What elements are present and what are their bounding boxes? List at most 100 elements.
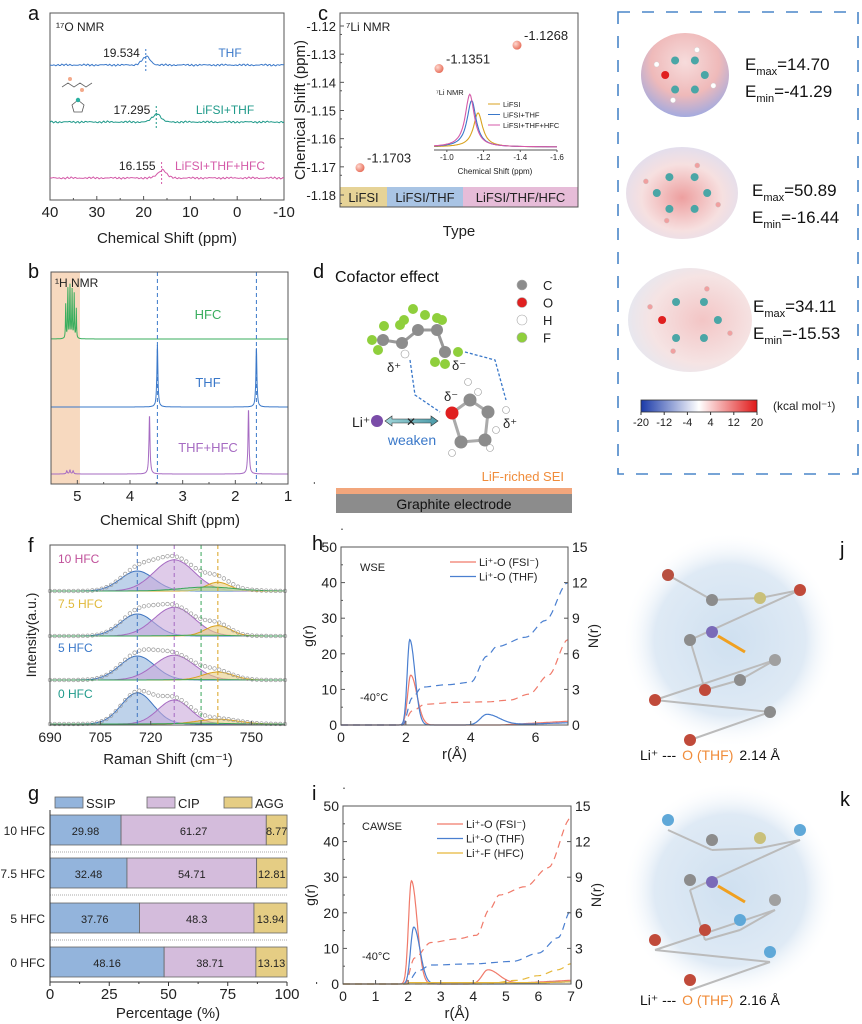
h-atom <box>474 388 482 396</box>
atom-ball <box>710 82 717 89</box>
experimental-data-point <box>278 633 283 639</box>
c-atom <box>377 334 389 346</box>
caption-atom: O (THF) <box>682 747 733 763</box>
atom <box>684 874 696 886</box>
bar-value-label: 38.71 <box>196 958 224 970</box>
x-tick-label: 2 <box>402 729 410 745</box>
experimental-data-point <box>202 617 208 623</box>
x-tick-label: 735 <box>189 729 213 745</box>
experimental-data-point <box>268 633 274 639</box>
y-tick-label: -1.16 <box>306 132 336 147</box>
experimental-data-point <box>254 633 259 638</box>
esp-isosurface <box>641 33 729 117</box>
h-nmr-spectrum-0 <box>51 283 288 340</box>
nmr-spectrum-2 <box>49 168 285 180</box>
category-label-1: LiFSI/THF <box>395 190 454 205</box>
experimental-data-point <box>99 586 104 591</box>
experimental-data-point <box>85 588 90 593</box>
atom-ball <box>690 204 699 213</box>
e-symbol: E <box>752 181 763 200</box>
x-tick-label: 6 <box>535 988 543 1004</box>
experimental-data-point <box>123 657 128 662</box>
esp-dashed-frame <box>617 11 859 475</box>
legend-label-2: Li⁺-F (HFC) <box>466 848 524 860</box>
atom <box>706 594 718 606</box>
bar-segment-ssip <box>49 946 165 978</box>
experimental-data-point <box>240 719 245 724</box>
bond <box>654 909 776 951</box>
experimental-data-point <box>57 588 62 594</box>
x-tick-label: 4 <box>469 988 477 1004</box>
esp-emin-label: Emin=-41.29 <box>745 82 832 105</box>
experimental-data-point <box>259 633 264 639</box>
y2-tick-label: 9 <box>575 869 583 885</box>
experimental-data-point <box>151 602 156 608</box>
colorbar-tick-label: 4 <box>708 417 714 429</box>
nmr-spectrum-0 <box>49 55 285 67</box>
x-tick-label: 4 <box>126 488 134 505</box>
experimental-data-point <box>217 715 222 721</box>
f-atom <box>430 357 440 367</box>
x-axis-title: r(Å) <box>442 746 467 763</box>
legend-label-1: Li⁺-O (THF) <box>479 572 537 584</box>
e-subscript: max <box>756 66 777 78</box>
experimental-data-point <box>123 698 128 703</box>
experimental-data-point <box>80 633 86 639</box>
experimental-data-point <box>76 633 81 639</box>
f-atom <box>453 347 463 357</box>
x-tick-label: 75 <box>219 986 236 1003</box>
n-r-curve-0 <box>341 639 569 726</box>
y2-tick-label: 3 <box>575 940 583 956</box>
caption-prefix: Li⁺ --- <box>640 747 680 763</box>
experimental-data-point <box>151 647 156 652</box>
inset-legend-label-0: LiFSI <box>503 100 521 109</box>
experimental-data-point <box>99 674 104 680</box>
x-tick-label: 705 <box>89 729 113 745</box>
x-tick-label: 40 <box>42 204 59 221</box>
experimental-data-point <box>108 627 114 632</box>
atom-ball <box>665 204 674 213</box>
inset-x-axis-title: Chemical Shift (ppm) <box>458 167 533 176</box>
experimental-data-point <box>268 721 274 726</box>
experimental-data-point <box>155 693 161 698</box>
atom-ball <box>672 297 681 306</box>
experimental-data-point <box>193 660 198 665</box>
atom <box>734 914 746 926</box>
raman-spectrum-0-HFC <box>47 688 288 727</box>
experimental-data-point <box>146 603 151 608</box>
x-axis-title: Chemical Shift (ppm) <box>100 512 240 529</box>
e-symbol: E <box>745 55 756 74</box>
atom-ball <box>670 97 676 103</box>
fit-component-cip <box>50 654 285 681</box>
electrode-label: Graphite electrode <box>396 496 511 512</box>
h-atom-icon <box>68 77 72 81</box>
experimental-data-point <box>264 633 269 639</box>
bar-segment-cip <box>126 857 258 889</box>
category-label-2: LiFSI/THF/HFC <box>476 190 566 205</box>
panel-label-i: i <box>312 783 316 805</box>
atom <box>699 684 711 696</box>
x-tick-label: 3 <box>437 988 445 1004</box>
x-tick-label: 2 <box>404 988 412 1004</box>
experimental-data-point <box>198 616 203 621</box>
experimental-data-point <box>76 588 81 594</box>
bar-segment-cip <box>120 814 267 846</box>
atom-ball <box>690 56 699 65</box>
delta-minus-label: δ⁻ <box>452 358 466 373</box>
bar-value-label: 48.16 <box>93 958 121 970</box>
caption-atom: O (THF) <box>682 992 733 1008</box>
experimental-data-point <box>174 695 180 700</box>
x-tick-label: 1 <box>372 988 380 1004</box>
y2-tick-label: 12 <box>572 575 588 591</box>
experimental-data-point <box>235 630 241 635</box>
atom <box>734 674 746 686</box>
legend-swatch-ssip <box>54 796 84 809</box>
peak-value-label-0: 19.534 <box>103 46 140 60</box>
c-atom <box>412 324 424 336</box>
experimental-data-point <box>118 575 123 581</box>
category-band-2 <box>463 187 578 207</box>
atom-ball <box>658 316 667 324</box>
experimental-data-point <box>278 588 283 594</box>
experimental-data-point <box>226 717 231 722</box>
category-band-1 <box>387 187 463 207</box>
